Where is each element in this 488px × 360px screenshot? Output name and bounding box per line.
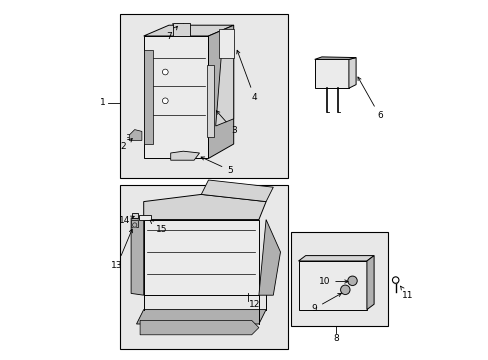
Polygon shape (131, 218, 143, 295)
Circle shape (340, 285, 349, 294)
Text: 1: 1 (100, 98, 106, 107)
Polygon shape (129, 130, 142, 140)
Text: 2: 2 (121, 139, 132, 152)
Polygon shape (348, 58, 355, 88)
Circle shape (162, 69, 168, 75)
Circle shape (162, 98, 168, 104)
Polygon shape (208, 25, 233, 158)
Text: 10: 10 (318, 277, 347, 286)
Polygon shape (143, 36, 208, 158)
Polygon shape (136, 310, 265, 324)
Polygon shape (298, 256, 373, 261)
Text: 9: 9 (311, 293, 341, 313)
Polygon shape (143, 220, 258, 295)
Polygon shape (258, 220, 280, 295)
Polygon shape (143, 25, 233, 36)
Polygon shape (298, 261, 366, 310)
Polygon shape (143, 194, 265, 220)
Text: 15: 15 (150, 220, 167, 234)
Bar (120, 185, 287, 349)
Polygon shape (170, 151, 199, 160)
Text: 12: 12 (248, 300, 260, 310)
Polygon shape (201, 180, 273, 202)
Text: 5: 5 (201, 157, 232, 175)
Text: 6: 6 (357, 77, 382, 120)
Circle shape (132, 223, 137, 227)
Polygon shape (206, 65, 213, 137)
Polygon shape (172, 23, 190, 36)
Polygon shape (314, 59, 348, 88)
Bar (120, 14, 287, 178)
Text: 11: 11 (400, 286, 412, 300)
Polygon shape (314, 57, 355, 59)
Text: 4: 4 (236, 50, 257, 102)
Text: 8: 8 (333, 334, 339, 343)
Polygon shape (219, 29, 233, 58)
Polygon shape (140, 320, 258, 335)
Polygon shape (132, 213, 138, 218)
Bar (291, 232, 387, 326)
Polygon shape (366, 256, 373, 310)
Circle shape (347, 276, 356, 285)
Text: 7: 7 (166, 26, 177, 41)
Text: 14: 14 (119, 216, 134, 225)
Text: 13: 13 (111, 229, 132, 270)
Polygon shape (131, 220, 138, 227)
Text: 3: 3 (216, 111, 236, 135)
Polygon shape (143, 50, 152, 144)
Polygon shape (215, 36, 233, 126)
Circle shape (392, 277, 398, 283)
Polygon shape (139, 215, 151, 220)
